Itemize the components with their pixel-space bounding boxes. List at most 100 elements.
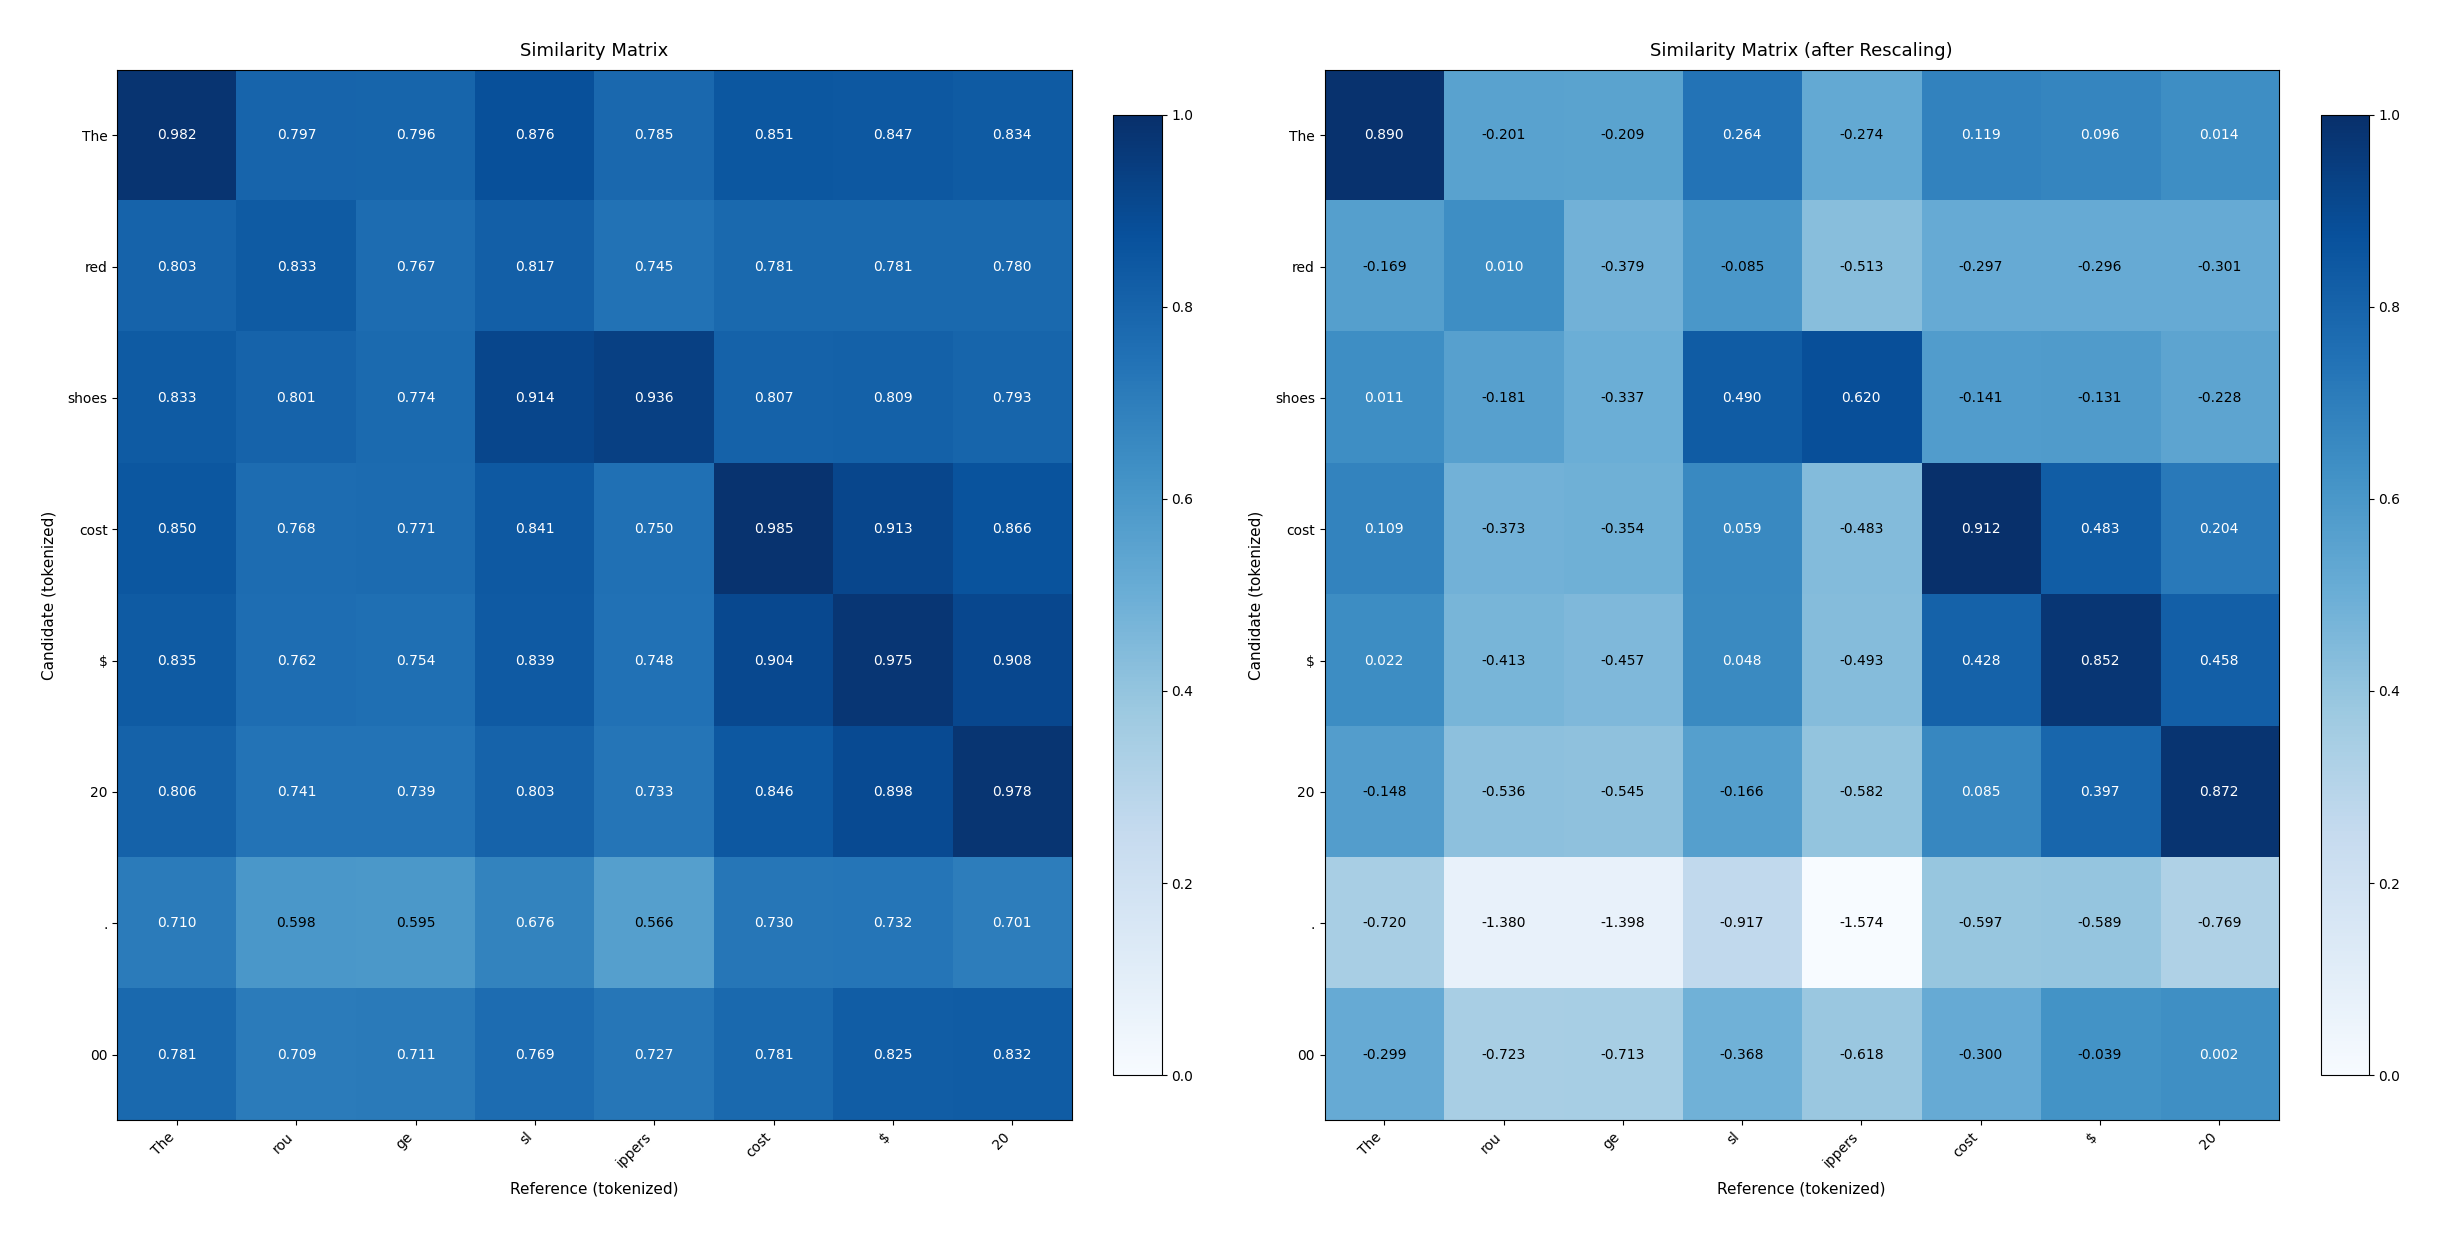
Text: 0.096: 0.096	[2081, 129, 2120, 142]
Title: Similarity Matrix (after Rescaling): Similarity Matrix (after Rescaling)	[1651, 42, 1954, 59]
Text: 0.832: 0.832	[991, 1047, 1033, 1061]
Text: 0.852: 0.852	[2081, 654, 2120, 667]
Text: -1.398: -1.398	[1600, 916, 1646, 930]
Text: 0.771: 0.771	[396, 522, 435, 536]
Text: 0.872: 0.872	[2200, 785, 2239, 799]
Text: 0.913: 0.913	[872, 522, 913, 536]
Text: 0.807: 0.807	[755, 391, 794, 405]
Text: 0.709: 0.709	[276, 1047, 315, 1061]
Text: 0.769: 0.769	[515, 1047, 554, 1061]
Text: 0.595: 0.595	[396, 916, 435, 930]
Text: -0.085: -0.085	[1719, 260, 1763, 274]
Text: 0.841: 0.841	[515, 522, 554, 536]
Text: 0.002: 0.002	[2200, 1047, 2239, 1061]
Text: -0.723: -0.723	[1482, 1047, 1526, 1061]
Text: -0.201: -0.201	[1482, 129, 1526, 142]
Text: 0.022: 0.022	[1365, 654, 1404, 667]
Text: 0.898: 0.898	[872, 785, 913, 799]
X-axis label: Reference (tokenized): Reference (tokenized)	[510, 1181, 679, 1196]
Text: 0.904: 0.904	[755, 654, 794, 667]
Text: 0.774: 0.774	[396, 391, 435, 405]
Text: -0.582: -0.582	[1839, 785, 1883, 799]
Text: 0.982: 0.982	[156, 129, 198, 142]
Text: 0.851: 0.851	[755, 129, 794, 142]
Text: -0.457: -0.457	[1600, 654, 1646, 667]
Text: 0.985: 0.985	[755, 522, 794, 536]
Text: -0.720: -0.720	[1363, 916, 1407, 930]
Text: 0.978: 0.978	[991, 785, 1033, 799]
Text: 0.936: 0.936	[635, 391, 674, 405]
Text: -0.131: -0.131	[2078, 391, 2122, 405]
Text: 0.741: 0.741	[276, 785, 315, 799]
Text: 0.780: 0.780	[991, 260, 1033, 274]
Text: 0.085: 0.085	[1961, 785, 2000, 799]
Text: 0.781: 0.781	[755, 1047, 794, 1061]
Text: 0.890: 0.890	[1365, 129, 1404, 142]
Text: 0.710: 0.710	[156, 916, 198, 930]
Text: -0.354: -0.354	[1600, 522, 1646, 536]
Text: 0.458: 0.458	[2200, 654, 2239, 667]
Y-axis label: Candidate (tokenized): Candidate (tokenized)	[1248, 510, 1265, 680]
Text: 0.676: 0.676	[515, 916, 554, 930]
Text: 0.397: 0.397	[2081, 785, 2120, 799]
Text: 0.483: 0.483	[2081, 522, 2120, 536]
Text: 0.908: 0.908	[991, 654, 1033, 667]
Text: 0.835: 0.835	[156, 654, 198, 667]
Text: 0.745: 0.745	[635, 260, 674, 274]
Text: 0.803: 0.803	[156, 260, 198, 274]
Text: 0.796: 0.796	[396, 129, 435, 142]
Text: 0.850: 0.850	[156, 522, 198, 536]
Text: -0.301: -0.301	[2198, 260, 2242, 274]
Text: 0.975: 0.975	[874, 654, 913, 667]
Text: 0.876: 0.876	[515, 129, 554, 142]
Text: 0.727: 0.727	[635, 1047, 674, 1061]
Text: 0.754: 0.754	[396, 654, 435, 667]
Text: 0.428: 0.428	[1961, 654, 2000, 667]
Text: 0.204: 0.204	[2200, 522, 2239, 536]
Text: 0.797: 0.797	[276, 129, 315, 142]
Text: 0.833: 0.833	[276, 260, 315, 274]
Text: 0.806: 0.806	[156, 785, 198, 799]
Text: -0.169: -0.169	[1363, 260, 1407, 274]
Text: -0.228: -0.228	[2198, 391, 2242, 405]
Text: -0.297: -0.297	[1958, 260, 2002, 274]
Text: -0.713: -0.713	[1600, 1047, 1646, 1061]
Text: -1.380: -1.380	[1482, 916, 1526, 930]
Text: -0.413: -0.413	[1482, 654, 1526, 667]
Text: 0.566: 0.566	[635, 916, 674, 930]
Text: 0.785: 0.785	[635, 129, 674, 142]
Text: -0.296: -0.296	[2078, 260, 2122, 274]
Text: 0.817: 0.817	[515, 260, 554, 274]
Text: 0.866: 0.866	[991, 522, 1033, 536]
Text: 0.109: 0.109	[1365, 522, 1404, 536]
Text: 0.803: 0.803	[515, 785, 554, 799]
Text: 0.730: 0.730	[755, 916, 794, 930]
Text: -0.545: -0.545	[1600, 785, 1646, 799]
Text: -0.300: -0.300	[1958, 1047, 2002, 1061]
Text: 0.781: 0.781	[872, 260, 913, 274]
Text: -0.337: -0.337	[1600, 391, 1646, 405]
Text: 0.011: 0.011	[1365, 391, 1404, 405]
Text: 0.059: 0.059	[1722, 522, 1761, 536]
Text: -0.513: -0.513	[1839, 260, 1883, 274]
Text: -0.536: -0.536	[1482, 785, 1526, 799]
Text: 0.846: 0.846	[755, 785, 794, 799]
Text: -0.379: -0.379	[1600, 260, 1646, 274]
Text: 0.711: 0.711	[396, 1047, 435, 1061]
Text: 0.598: 0.598	[276, 916, 315, 930]
Title: Similarity Matrix: Similarity Matrix	[520, 42, 669, 59]
Text: -0.274: -0.274	[1839, 129, 1883, 142]
Text: 0.620: 0.620	[1841, 391, 1880, 405]
Text: -0.141: -0.141	[1958, 391, 2002, 405]
Text: 0.010: 0.010	[1485, 260, 1524, 274]
Text: 0.914: 0.914	[515, 391, 554, 405]
Text: -0.769: -0.769	[2198, 916, 2242, 930]
Text: -0.483: -0.483	[1839, 522, 1883, 536]
Text: -0.917: -0.917	[1719, 916, 1763, 930]
Text: 0.912: 0.912	[1961, 522, 2000, 536]
Text: -0.209: -0.209	[1600, 129, 1646, 142]
Y-axis label: Candidate (tokenized): Candidate (tokenized)	[42, 510, 56, 680]
Text: 0.119: 0.119	[1961, 129, 2000, 142]
Text: 0.809: 0.809	[872, 391, 913, 405]
Text: -1.574: -1.574	[1839, 916, 1883, 930]
